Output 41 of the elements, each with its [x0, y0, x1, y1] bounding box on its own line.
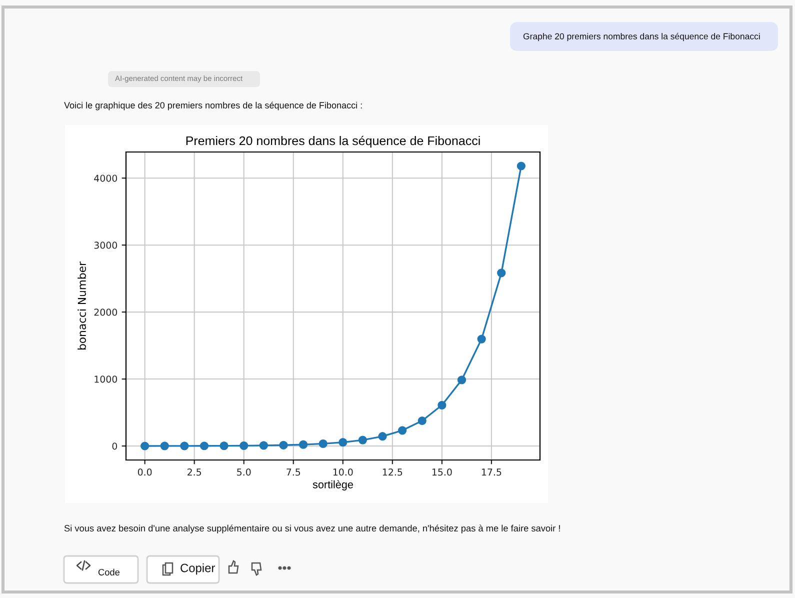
- x-tick-label: 12.5: [382, 468, 402, 476]
- y-axis-title: bonacci Number: [78, 262, 86, 350]
- text: Copier: [180, 563, 215, 575]
- x-axis-title: sortilège: [312, 480, 353, 490]
- y-tick-label: 1000: [94, 376, 118, 383]
- point: [338, 438, 348, 447]
- y-tick-label: 0: [112, 442, 118, 450]
- x-tick-label: 10.0: [333, 468, 353, 476]
- point: [318, 439, 328, 448]
- x-tick-label: 2.5: [188, 468, 202, 476]
- text: Graphe 20 premiers nombres dans la séquence de Fibonacci: [523, 32, 760, 42]
- point: [220, 441, 228, 450]
- point: [438, 400, 446, 410]
- x-tick-label: 17.5: [482, 468, 502, 476]
- point: [140, 442, 150, 450]
- point: [298, 440, 308, 449]
- point: [418, 416, 426, 426]
- y-tick-label: 4000: [94, 174, 118, 182]
- point: [358, 436, 368, 444]
- y-tick-label: 2000: [94, 308, 118, 316]
- point: [200, 442, 209, 450]
- point: [180, 442, 189, 450]
- point: [279, 440, 288, 450]
- point: [160, 442, 169, 450]
- x-tick-label: 5.0: [237, 468, 251, 476]
- text: Voici le graphique des 20 premiers nombres de la séquence de Fibonacci :: [64, 102, 362, 110]
- text: Si vous avez besoin d'une analyse supplémentaire ou si vous avez une autre demande, n'hésitez pas à me le faire savoir !: [64, 524, 560, 534]
- point: [240, 441, 248, 450]
- x-tick-label: 7.5: [286, 468, 300, 476]
- point: [259, 441, 268, 450]
- point: [398, 426, 407, 435]
- point: [477, 334, 486, 344]
- point: [457, 376, 466, 384]
- chart-title: Premiers 20 nombres dans la séquence de Fibonacci: [186, 136, 480, 148]
- point: [497, 268, 506, 278]
- text: Code: [98, 568, 120, 576]
- point: [378, 432, 387, 441]
- x-tick-label: 15.0: [432, 468, 452, 476]
- x-tick-label: 0.0: [138, 468, 152, 476]
- y-tick-label: 3000: [94, 242, 118, 249]
- point: [516, 162, 526, 170]
